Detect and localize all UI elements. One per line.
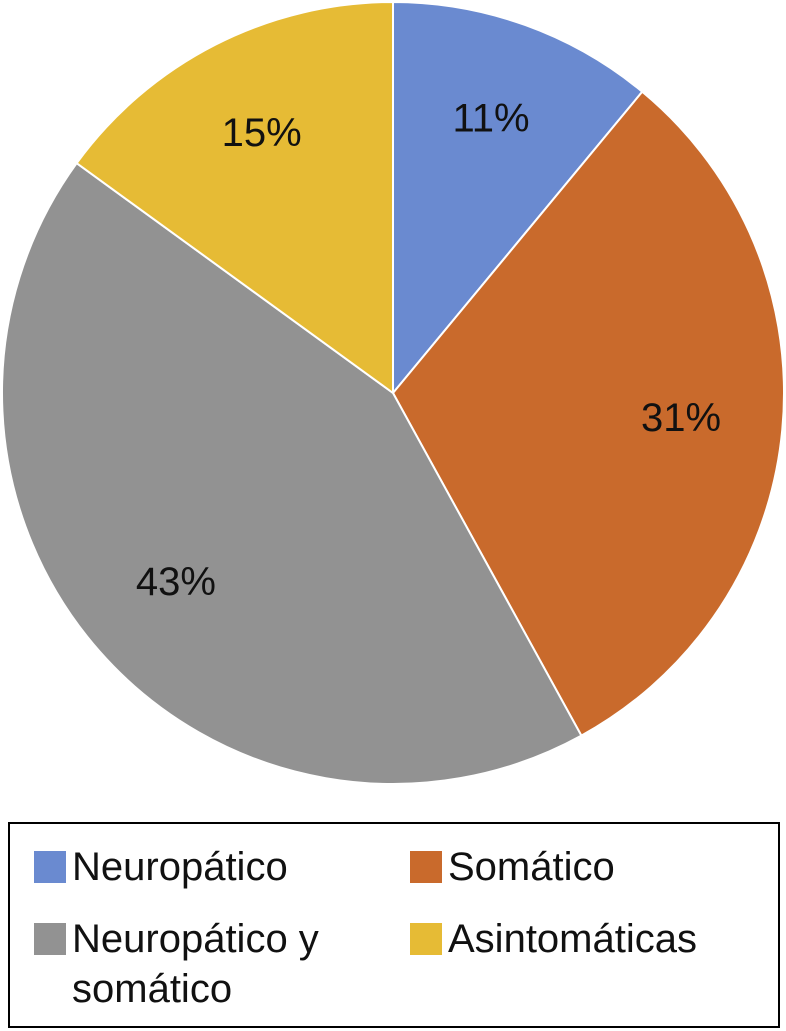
pie-slice [75, 0, 394, 395]
data-label: 15% [222, 111, 302, 155]
legend-swatch [410, 851, 442, 883]
legend: Neuropático Somático Neuropático y somátic… [8, 822, 780, 1028]
legend-item: Asintomáticas [410, 904, 778, 1026]
pie-slice [1, 161, 583, 785]
legend-label: Somático [448, 845, 615, 889]
data-label: 31% [641, 396, 721, 440]
legend-item: Neuropático y somático [10, 904, 410, 1026]
legend-item: Neuropático [10, 824, 410, 904]
pie-area: 11% 31% 43% 15% [1, 0, 785, 785]
data-label: 43% [136, 560, 216, 604]
legend-label: Asintomáticas [448, 917, 697, 961]
pie-slice [392, 0, 644, 396]
legend-swatch [34, 923, 66, 955]
legend-label: Neuropático [72, 845, 288, 889]
legend-swatch [410, 923, 442, 955]
legend-swatch [34, 851, 66, 883]
legend-item: Somático [410, 824, 778, 904]
legend-label: Neuropático y somático [72, 917, 319, 1011]
pie-slice [391, 90, 785, 737]
data-label: 11% [452, 96, 529, 140]
